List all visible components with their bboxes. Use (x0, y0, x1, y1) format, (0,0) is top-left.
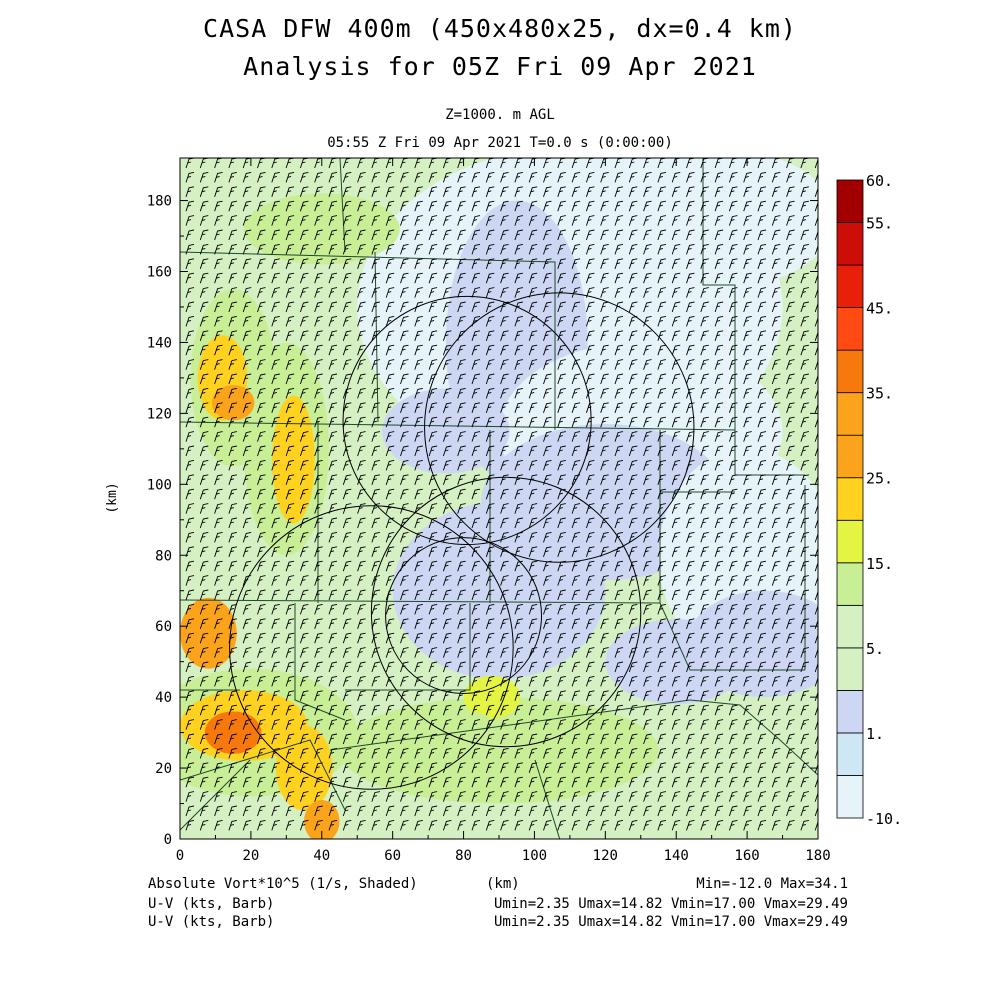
chart-title: CASA DFW 400m (450x480x25, dx=0.4 km) (203, 14, 797, 43)
axes: 0 20 40 60 80 100 120 140 160 180 0 20 40 60 80 100 120 1… (147, 158, 831, 864)
x-tick-label: 140 (664, 848, 689, 864)
vorticity-field (180, 158, 818, 839)
y-tick-label: 100 (147, 477, 172, 493)
x-tick-label: 60 (384, 848, 401, 864)
y-tick-label: 80 (155, 548, 172, 564)
y-tick-label: 180 (147, 194, 172, 210)
colorbar-segment (836, 519, 864, 564)
y-tick-label: 20 (155, 761, 172, 777)
colorbar-label: -10. (866, 810, 902, 828)
barb-field-label-1: U-V (kts, Barb) (148, 896, 275, 912)
county-boundaries (180, 158, 818, 839)
colorbar-segment (836, 434, 864, 479)
y-axis-label: (km) (105, 482, 120, 513)
colorbar-segment (836, 732, 864, 776)
colorbar-segment (836, 775, 864, 819)
barb-field-label-2: U-V (kts, Barb) (148, 914, 275, 930)
y-tick-label: 40 (155, 690, 172, 706)
valid-time-label: 05:55 Z Fri 09 Apr 2021 T=0.0 s (0:00:00… (327, 135, 673, 151)
range-ring (229, 505, 514, 790)
x-axis-unit: (km) (486, 876, 520, 892)
colorbar-segment (836, 647, 864, 691)
colorbar-segment (836, 264, 864, 309)
range-ring (370, 476, 642, 748)
colorbar-segment (836, 562, 864, 606)
colorbar-label: 35. (866, 385, 893, 403)
x-tick-label: 20 (242, 848, 259, 864)
radar-range-rings (229, 292, 695, 790)
colorbar: 60. 55. 45. 35. 25. 15. 5. 1. -10. (836, 172, 902, 828)
x-tick-label: 0 (176, 848, 184, 864)
x-tick-label: 120 (593, 848, 618, 864)
colorbar-segment (836, 392, 864, 436)
x-tick-label: 40 (313, 848, 330, 864)
colorbar-label: 1. (866, 725, 884, 743)
level-label: Z=1000. m AGL (445, 107, 555, 123)
chart-subtitle: Analysis for 05Z Fri 09 Apr 2021 (243, 52, 757, 81)
colorbar-segment (836, 307, 864, 351)
wind-barbs (185, 158, 818, 831)
x-tick-label: 180 (805, 848, 830, 864)
colorbar-label: 5. (866, 640, 884, 658)
colorbar-segment (836, 604, 864, 649)
colorbar-label: 60. (866, 172, 893, 190)
colorbar-segment (836, 222, 864, 266)
colorbar-segment (836, 179, 864, 223)
colorbar-label: 55. (866, 215, 893, 233)
y-tick-label: 0 (164, 832, 172, 848)
x-tick-label: 80 (455, 848, 472, 864)
x-tick-label: 100 (522, 848, 547, 864)
shaded-field-label: Absolute Vort*10^5 (1/s, Shaded) (148, 876, 418, 892)
colorbar-label: 45. (866, 300, 893, 318)
x-tick-label: 160 (734, 848, 759, 864)
range-ring (424, 292, 695, 563)
colorbar-segment (836, 477, 864, 521)
colorbar-label: 15. (866, 555, 893, 573)
uv-stats-1: Umin=2.35 Umax=14.82 Vmin=17.00 Vmax=29.… (493, 896, 848, 912)
colorbar-segment (836, 349, 864, 394)
colorbar-label: 25. (866, 470, 893, 488)
y-tick-label: 60 (155, 619, 172, 635)
range-ring (342, 295, 592, 546)
y-tick-label: 160 (147, 265, 172, 281)
y-tick-label: 140 (147, 335, 172, 351)
uv-stats-2: Umin=2.35 Umax=14.82 Vmin=17.00 Vmax=29.… (493, 914, 848, 930)
range-ring (385, 537, 543, 695)
minmax-label: Min=-12.0 Max=34.1 (696, 876, 848, 892)
y-tick-label: 120 (147, 406, 172, 422)
colorbar-segment (836, 690, 864, 734)
